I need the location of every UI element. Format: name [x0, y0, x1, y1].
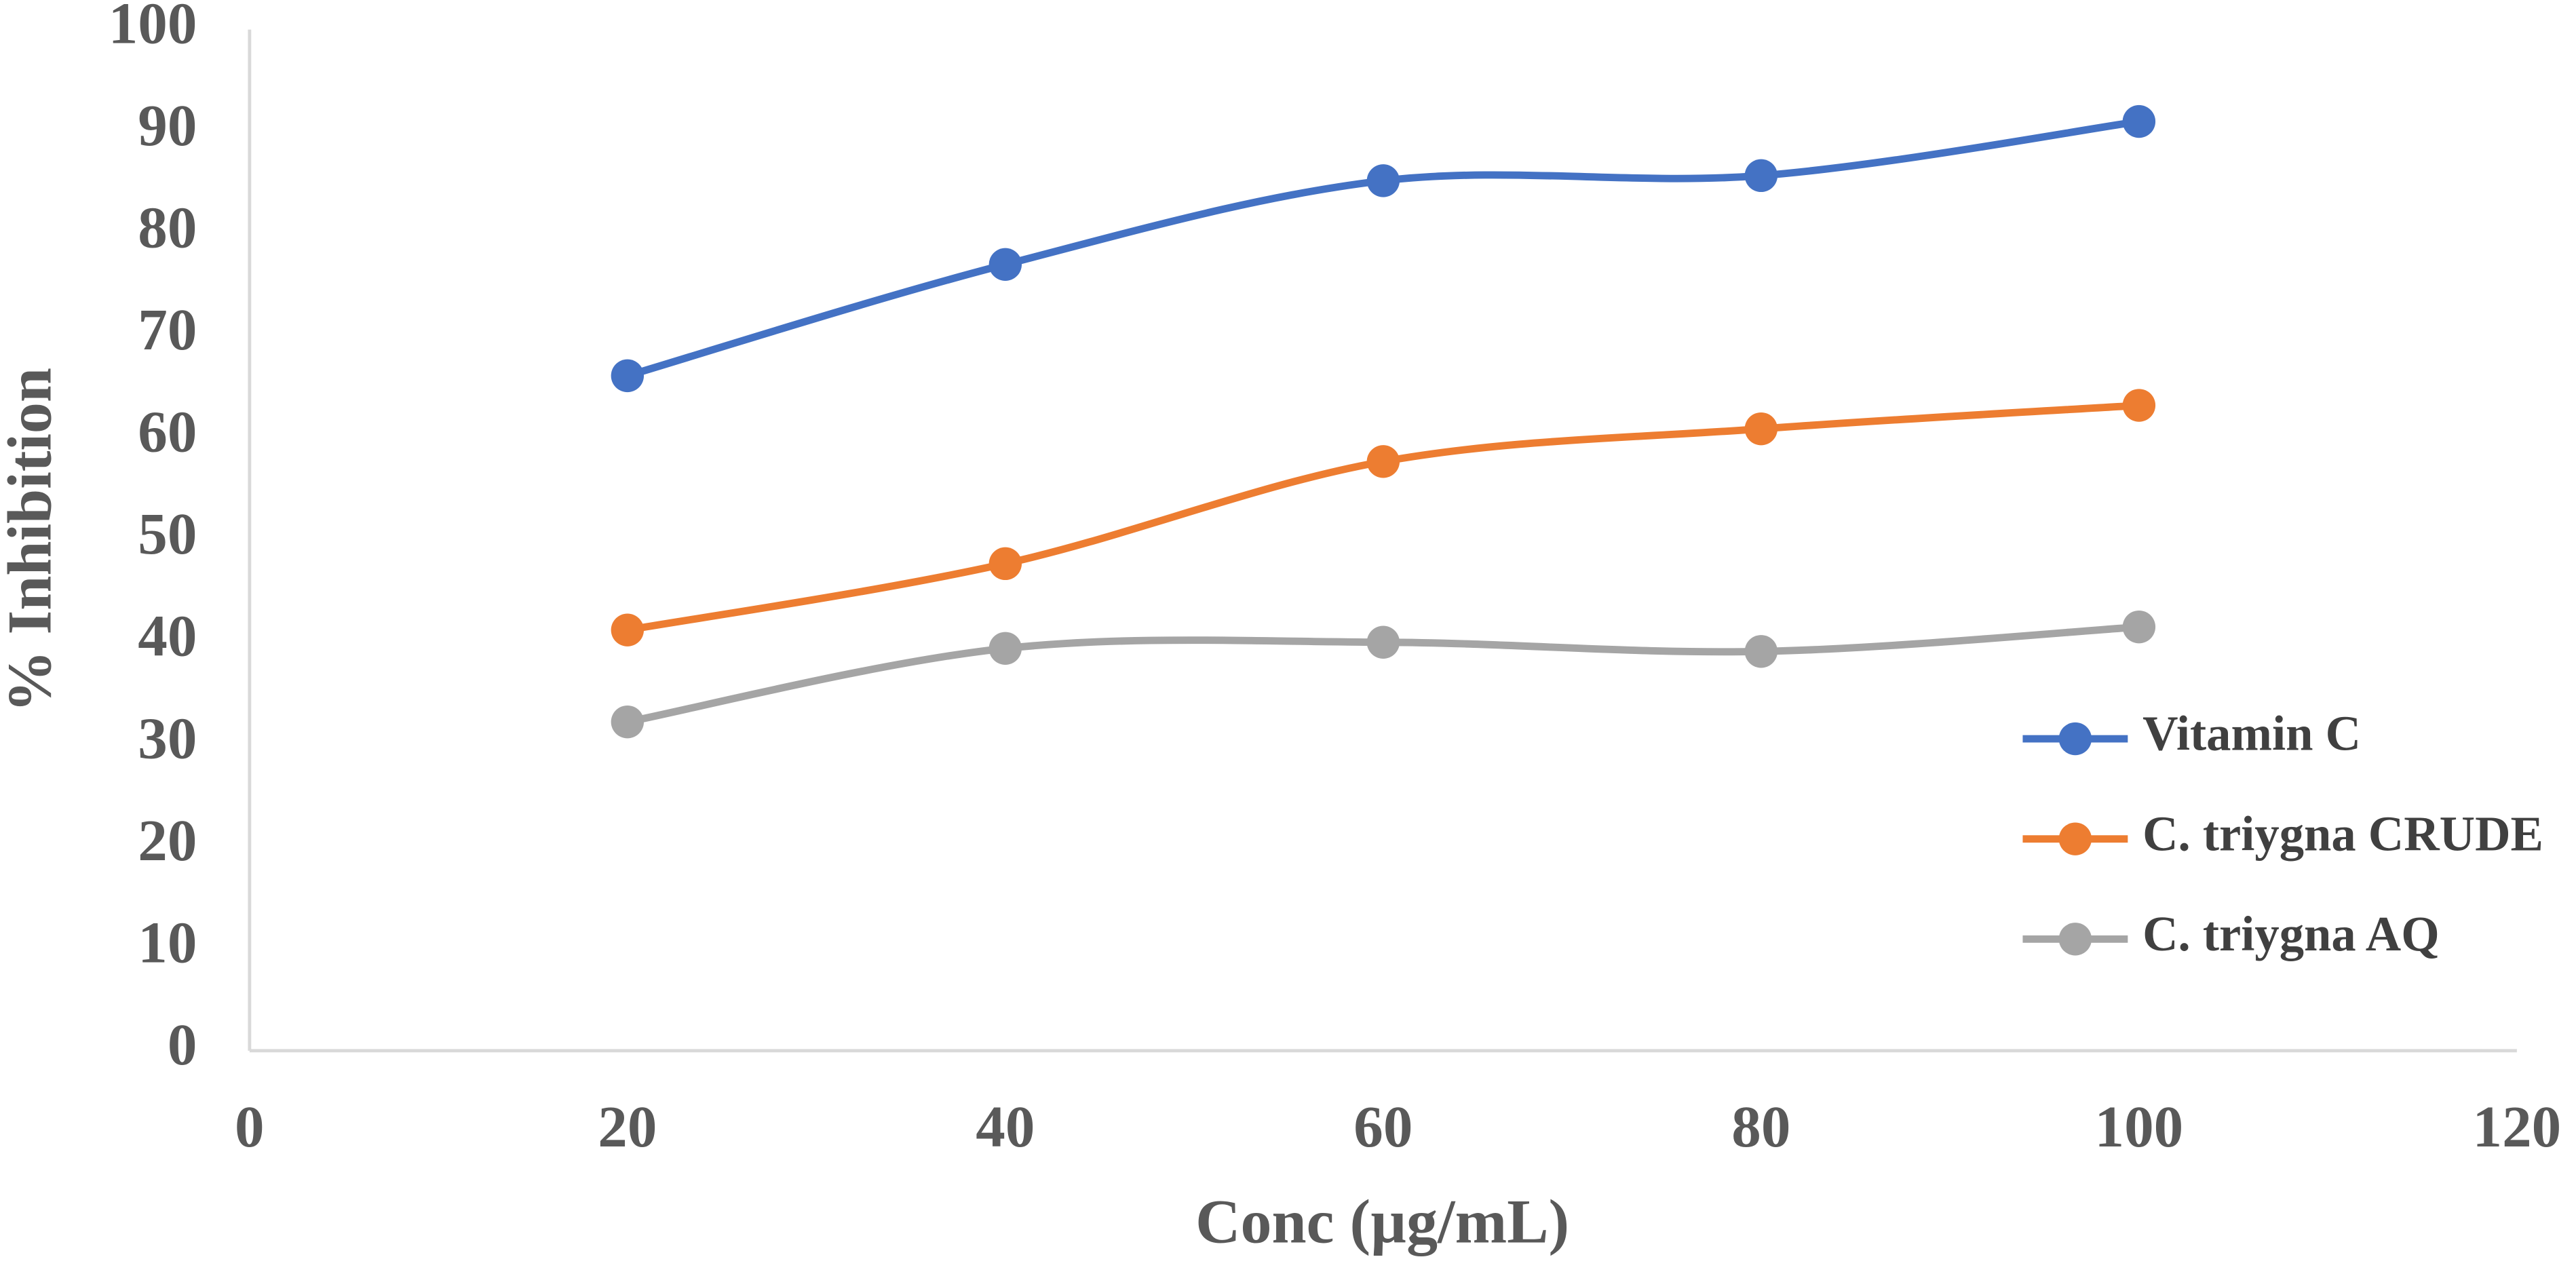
y-tick-label: 30 — [138, 705, 197, 771]
series-line — [626, 117, 2140, 380]
point — [1744, 412, 1778, 446]
point — [988, 632, 1022, 665]
legend-marker — [2058, 923, 2092, 956]
point — [611, 705, 645, 739]
x-tick-label: 120 — [2473, 1094, 2562, 1159]
x-tick-label: 20 — [598, 1094, 657, 1159]
point — [1366, 625, 1400, 659]
point — [611, 613, 645, 646]
y-tick-label: 80 — [138, 195, 197, 260]
point — [988, 248, 1022, 282]
point — [1744, 159, 1778, 193]
y-tick-label: 20 — [138, 807, 197, 873]
x-tick-label: 60 — [1353, 1094, 1412, 1159]
x-axis-title: Conc (µg/mL) — [1195, 1186, 1569, 1256]
x-tick-label: 100 — [2095, 1094, 2184, 1159]
legend-marker — [2058, 822, 2092, 855]
point — [2122, 104, 2156, 138]
point — [1366, 445, 1400, 478]
point — [611, 359, 645, 393]
x-tick-label: 80 — [1731, 1094, 1790, 1159]
point — [1744, 635, 1778, 668]
y-tick-label: 50 — [138, 501, 197, 566]
y-tick-label: 90 — [138, 92, 197, 158]
legend-label: C. triygna CRUDE — [2142, 806, 2543, 861]
series-line — [626, 402, 2140, 634]
y-tick-label: 40 — [138, 603, 197, 669]
point — [1366, 164, 1400, 197]
y-axis-title: % Inhibition — [0, 368, 64, 713]
legend-label: C. triygna AQ — [2142, 906, 2440, 961]
y-tick-label: 0 — [168, 1011, 197, 1077]
point — [2122, 610, 2156, 644]
y-tick-label: 70 — [138, 296, 197, 362]
x-tick-label: 40 — [976, 1094, 1035, 1159]
y-tick-label: 100 — [109, 0, 197, 56]
y-tick-label: 10 — [138, 909, 197, 975]
point — [2122, 389, 2156, 422]
x-tick-label: 0 — [235, 1094, 265, 1159]
legend-label: Vitamin C — [2142, 706, 2361, 761]
point — [988, 547, 1022, 581]
legend-marker — [2058, 722, 2092, 756]
y-tick-label: 60 — [138, 399, 197, 465]
